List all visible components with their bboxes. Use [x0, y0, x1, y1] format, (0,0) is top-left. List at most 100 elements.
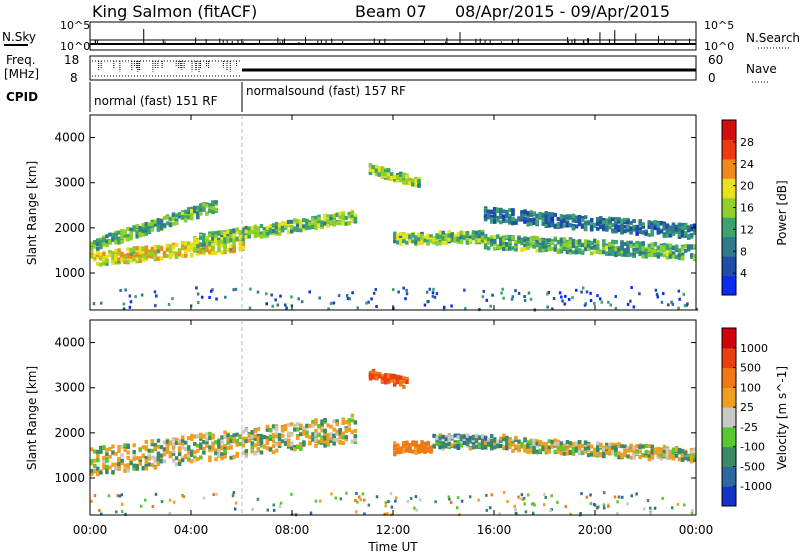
power-cell [99, 252, 103, 257]
power-cell [641, 254, 645, 259]
velocity-cell [226, 433, 230, 438]
velocity-cell [266, 508, 269, 512]
power-cell [544, 217, 549, 222]
velocity-cell [214, 451, 218, 456]
power-cell [196, 244, 200, 249]
power-cell [102, 237, 106, 242]
power-cell [671, 246, 676, 251]
power-cell [265, 302, 268, 306]
velocity-cell [415, 508, 418, 512]
velocity-cell [692, 452, 697, 457]
power-cell [529, 297, 533, 301]
power-cell [647, 232, 652, 237]
power-cell [686, 302, 689, 306]
power-cell [650, 252, 655, 257]
y-tick-label: 4000 [54, 336, 85, 350]
power-cell [553, 224, 558, 229]
power-cell [370, 297, 373, 301]
velocity-cell [485, 508, 489, 512]
power-cell [505, 242, 509, 247]
velocity-cell [444, 442, 449, 447]
power-cell [253, 227, 258, 232]
power-cell [547, 215, 552, 220]
power-cell [241, 237, 246, 242]
power-cell [605, 220, 609, 225]
velocity-cell [489, 434, 494, 439]
power-cell [602, 217, 606, 222]
power-cell [117, 251, 121, 256]
velocity-cell [459, 437, 464, 442]
power-cell [209, 289, 213, 293]
power-cell [526, 214, 530, 219]
power-cell [129, 252, 133, 257]
velocity-cell [580, 448, 585, 453]
velocity-cell [233, 507, 237, 511]
power-cell [405, 292, 409, 296]
power-cell [599, 225, 603, 230]
velocity-cell [429, 446, 433, 451]
velocity-cell [532, 441, 536, 446]
power-cell [442, 307, 446, 311]
power-cell [123, 236, 127, 241]
velocity-cell [350, 418, 355, 423]
velocity-cell [596, 441, 600, 446]
velocity-cell [150, 455, 155, 460]
velocity-cell [199, 442, 203, 447]
freq-label: Freq. [6, 53, 36, 67]
velocity-cell [326, 437, 330, 442]
power-cell [277, 226, 282, 231]
velocity-cell [535, 441, 539, 446]
power-cell [496, 234, 500, 239]
power-cell [211, 206, 215, 211]
power-cell [417, 241, 421, 246]
power-cell [168, 216, 173, 221]
power-cell [199, 204, 203, 209]
velocity-cell [93, 467, 97, 472]
power-cell [132, 254, 136, 259]
power-cell [689, 253, 694, 258]
power-cell [574, 215, 579, 220]
power-cell [561, 299, 564, 303]
power-cell [471, 236, 476, 241]
power-cell [502, 209, 506, 214]
power-cell [120, 254, 124, 259]
power-cell [665, 255, 670, 260]
power-cell [253, 233, 258, 238]
velocity-cell [123, 463, 127, 468]
velocity-cell [402, 449, 406, 454]
power-cell [132, 227, 136, 232]
power-cell [289, 219, 294, 224]
power-cell [567, 297, 571, 301]
power-cell [111, 260, 115, 265]
power-cell [538, 247, 542, 252]
power-cell [680, 229, 685, 234]
power-cell [580, 224, 585, 229]
power-cell [341, 216, 346, 221]
power-cell [234, 287, 238, 291]
power-cell [123, 233, 127, 238]
velocity-cell [220, 440, 224, 445]
power-cell [105, 257, 109, 262]
power-cell [196, 240, 200, 245]
velocity-cell [302, 442, 306, 447]
power-cell [620, 241, 624, 246]
power-cell [638, 292, 641, 296]
velocity-cell [99, 449, 103, 454]
velocity-cell [217, 448, 221, 453]
power-cell [293, 227, 297, 232]
power-cell [193, 209, 197, 214]
power-cell [683, 244, 688, 249]
power-cell [656, 245, 661, 250]
power-cell [468, 238, 473, 243]
velocity-cell [417, 444, 421, 449]
velocity-cell [559, 445, 564, 450]
power-cell [123, 255, 127, 260]
power-cell [211, 200, 215, 205]
power-cell [223, 237, 227, 242]
power-cell [559, 249, 564, 254]
velocity-cell [583, 443, 588, 448]
noise-right-tick-top: 10^5 [704, 19, 734, 32]
power-cell [492, 235, 497, 240]
power-cell [268, 225, 273, 230]
power-cell [552, 297, 556, 301]
